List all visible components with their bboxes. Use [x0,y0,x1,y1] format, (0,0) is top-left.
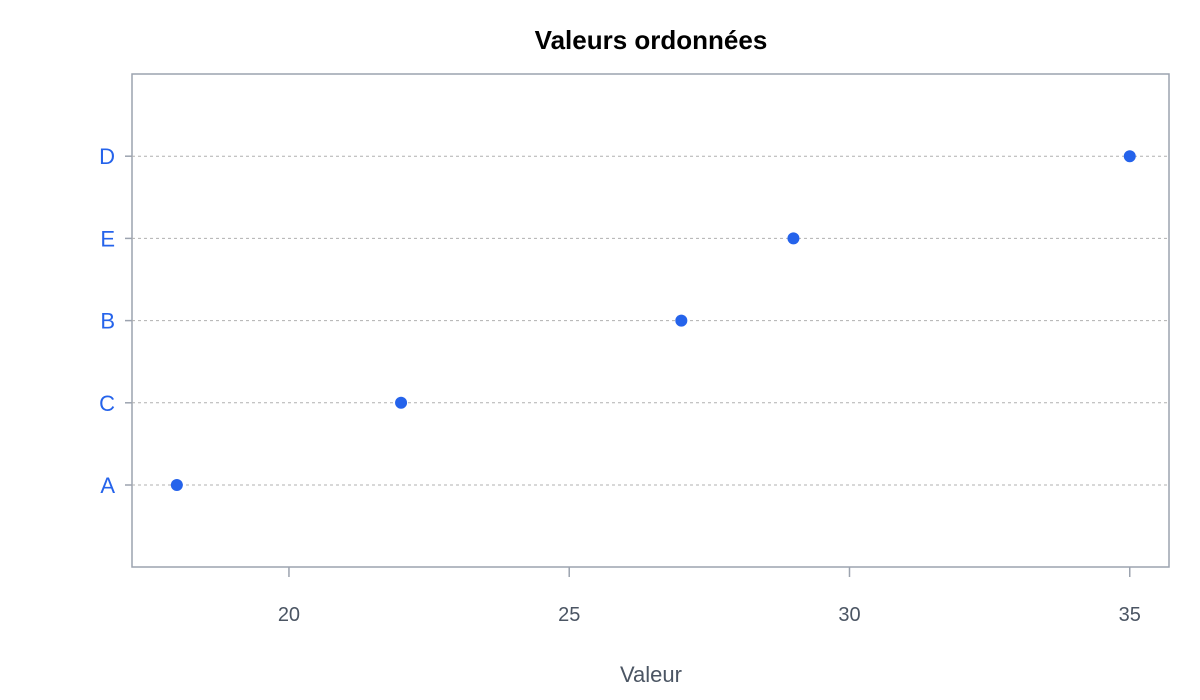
data-point-a [170,479,183,491]
data-point-e [787,232,800,245]
chart-title: Valeurs ordonnées [535,25,768,55]
x-tick-label: 30 [838,604,860,626]
data-point-c [395,396,408,409]
x-tick-label: 20 [278,604,300,626]
x-axis: 20 25 30 35 [278,567,1141,626]
y-tick-label: D [99,144,115,169]
data-point-b [675,314,688,327]
data-point-d [1123,150,1136,163]
y-tick-label: B [100,309,115,334]
grid-layer [132,155,1169,486]
y-tick-label: A [100,473,115,498]
x-axis-label: Valeur [620,662,682,687]
points-layer [170,150,1136,491]
x-tick-label: 25 [558,604,580,626]
y-tick-label: E [100,226,115,251]
y-tick-label: C [99,391,115,416]
y-axis: A C B E D [99,144,132,498]
x-tick-label: 35 [1119,604,1141,626]
